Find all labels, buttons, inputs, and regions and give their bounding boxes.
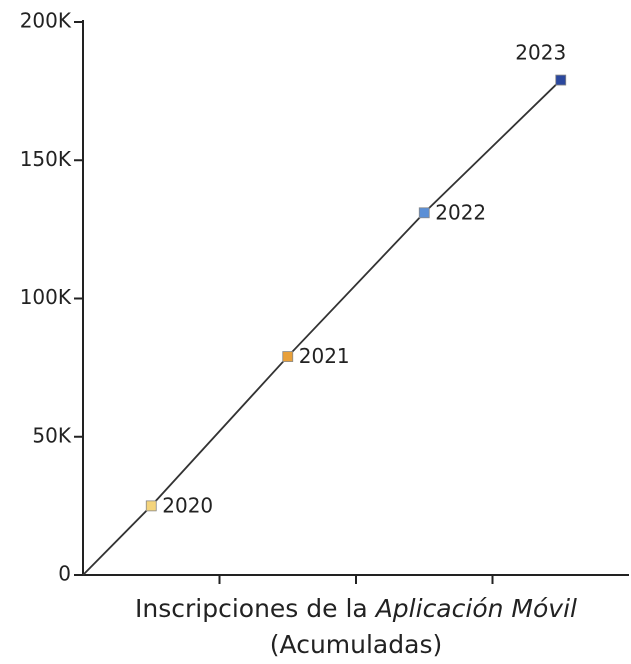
y-tick-label: 0 — [58, 562, 71, 586]
point-label: 2023 — [515, 41, 566, 65]
point-label: 2020 — [162, 493, 213, 517]
point — [555, 74, 567, 86]
point-label: 2021 — [299, 344, 350, 368]
y-tick-label: 100K — [20, 285, 72, 309]
line-segment-origin — [82, 505, 152, 576]
x-axis-label-part: Inscripciones de la — [135, 594, 368, 623]
y-tick-label: 200K — [20, 9, 72, 33]
y-tick-label: 150K — [20, 147, 72, 171]
point — [418, 207, 430, 219]
y-tick-label: 50K — [32, 423, 71, 447]
point — [145, 500, 157, 512]
line — [150, 79, 562, 507]
x-axis-label-line2: (Acumuladas) — [270, 630, 442, 659]
point — [282, 351, 294, 362]
x-axis-label-part: Aplicación Móvil — [374, 594, 577, 623]
point-label: 2022 — [435, 200, 486, 224]
x-axis-label: Inscripciones de la Aplicación Móvil — [135, 594, 577, 623]
